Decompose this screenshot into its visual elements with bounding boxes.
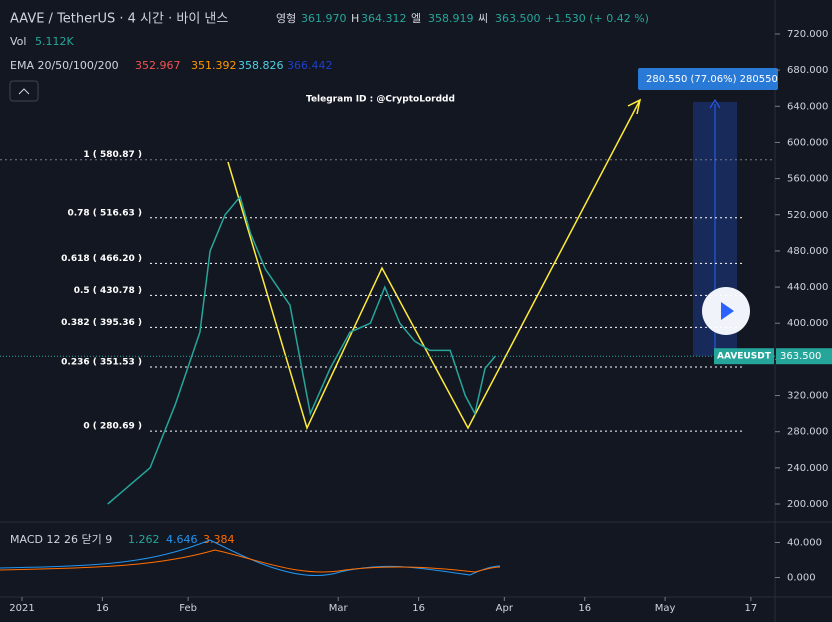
x-tick-label: 2021 xyxy=(9,603,34,614)
y-tick-label: 320.000 xyxy=(787,391,828,402)
macd-hist: 1.262 xyxy=(128,533,160,546)
play-icon xyxy=(721,302,734,320)
open-label: 영형 xyxy=(276,12,296,25)
y-tick-label: 480.000 xyxy=(787,246,828,257)
macd-label: MACD 12 26 닫기 9 xyxy=(10,533,112,546)
x-tick-label: 17 xyxy=(745,603,758,614)
measure-label-box xyxy=(638,68,778,90)
measure-label: 280.550 (77.06%) 280550 xyxy=(646,74,778,85)
macd-line: 4.646 xyxy=(166,533,198,546)
fib-label: 0.618 ( 466.20 ) xyxy=(61,254,142,264)
vol-label: Vol xyxy=(10,35,26,48)
signal-curve xyxy=(0,549,501,573)
y-tick-label: 640.000 xyxy=(787,101,828,112)
ema-20: 352.967 xyxy=(135,59,181,72)
y-tick-label: 600.000 xyxy=(787,137,828,148)
symbol-tag xyxy=(714,348,774,365)
ema-50: 351.392 xyxy=(191,59,237,72)
x-tick-label: 16 xyxy=(96,603,109,614)
x-tick-label: May xyxy=(655,603,676,614)
collapse-icon xyxy=(18,88,30,95)
x-tick-label: 16 xyxy=(412,603,425,614)
fib-label: 0.5 ( 430.78 ) xyxy=(74,286,142,296)
collapse-button[interactable] xyxy=(9,80,39,102)
x-tick-label: Apr xyxy=(496,603,514,614)
watermark: Telegram ID : @CryptoLorddd xyxy=(306,95,455,105)
ema-100: 358.826 xyxy=(238,59,284,72)
fib-label: 0.382 ( 395.36 ) xyxy=(61,318,142,328)
macd-y-tick-label: 0.000 xyxy=(787,573,816,584)
open: 361.970 xyxy=(301,12,347,25)
fib-label: 0 ( 280.69 ) xyxy=(83,422,142,432)
vol: 5.112K xyxy=(35,35,74,48)
macd-curve xyxy=(0,539,501,577)
fib-label: 0.236 ( 351.53 ) xyxy=(61,358,142,368)
fib-label: 0.78 ( 516.63 ) xyxy=(67,208,142,218)
ema-label: EMA 20/50/100/200 xyxy=(10,59,119,72)
price-tag xyxy=(776,348,832,365)
change: +1.530 (+ 0.42 %) xyxy=(545,12,649,25)
fib-label: 1 ( 580.87 ) xyxy=(83,150,142,160)
price-line xyxy=(107,195,496,505)
high: 364.312 xyxy=(361,12,407,25)
price-tag-label: 363.500 xyxy=(780,351,821,362)
measure-arrow-head xyxy=(709,99,721,109)
y-tick-label: 440.000 xyxy=(787,282,828,293)
y-tick-label: 680.000 xyxy=(787,65,828,76)
low: 358.919 xyxy=(428,12,474,25)
y-tick-label: 520.000 xyxy=(787,210,828,221)
x-tick-label: Feb xyxy=(179,603,197,614)
y-tick-label: 280.000 xyxy=(787,427,828,438)
high-label: H xyxy=(351,12,359,25)
y-tick-label: 200.000 xyxy=(787,499,828,510)
close: 363.500 xyxy=(495,12,541,25)
ema-200: 366.442 xyxy=(287,59,333,72)
x-tick-label: 16 xyxy=(578,603,591,614)
symbol-tag-label: AAVEUSDT xyxy=(717,352,772,362)
macd-y-tick-label: 40.000 xyxy=(787,538,822,549)
y-tick-label: 240.000 xyxy=(787,463,828,474)
y-tick-label: 560.000 xyxy=(787,174,828,185)
y-tick-label: 720.000 xyxy=(787,29,828,40)
close-label: 씨 xyxy=(478,12,488,25)
trend-arrow-head xyxy=(627,98,642,115)
symbol: AAVE / TetherUS · 4 시간 · 바이 낸스 xyxy=(10,12,228,27)
trend-drawing xyxy=(227,99,641,431)
low-label: 엘 xyxy=(411,12,421,25)
y-tick-label: 400.000 xyxy=(787,318,828,329)
macd-signal: 3.384 xyxy=(203,533,235,546)
x-tick-label: Mar xyxy=(329,603,349,614)
